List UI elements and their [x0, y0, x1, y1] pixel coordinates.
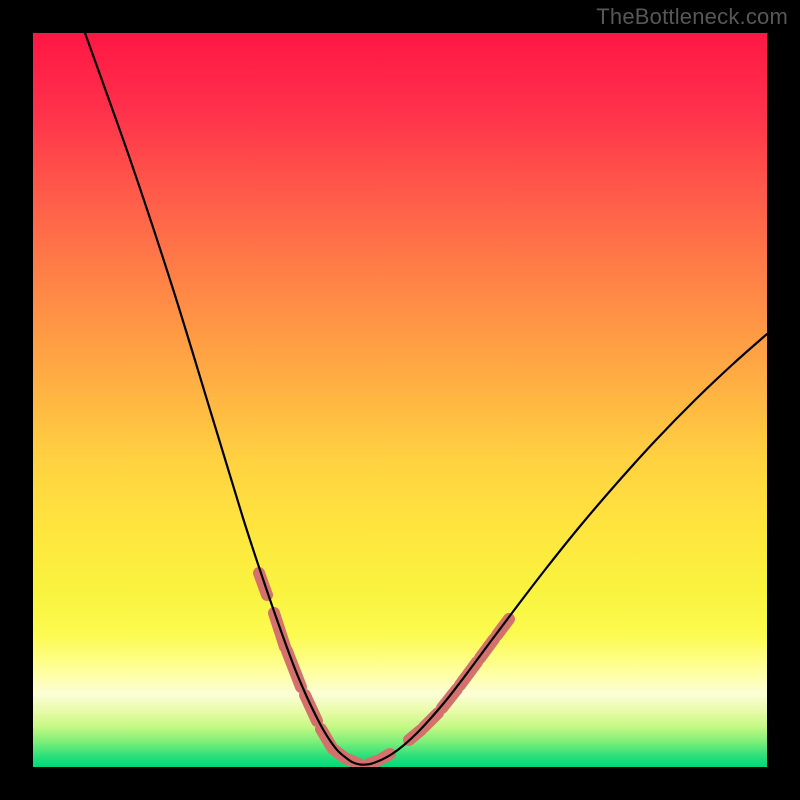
plot-area	[33, 33, 767, 767]
chart-container: TheBottleneck.com	[0, 0, 800, 800]
watermark-text: TheBottleneck.com	[596, 4, 788, 30]
curve-layer	[33, 33, 767, 767]
bottleneck-curve	[85, 33, 767, 765]
